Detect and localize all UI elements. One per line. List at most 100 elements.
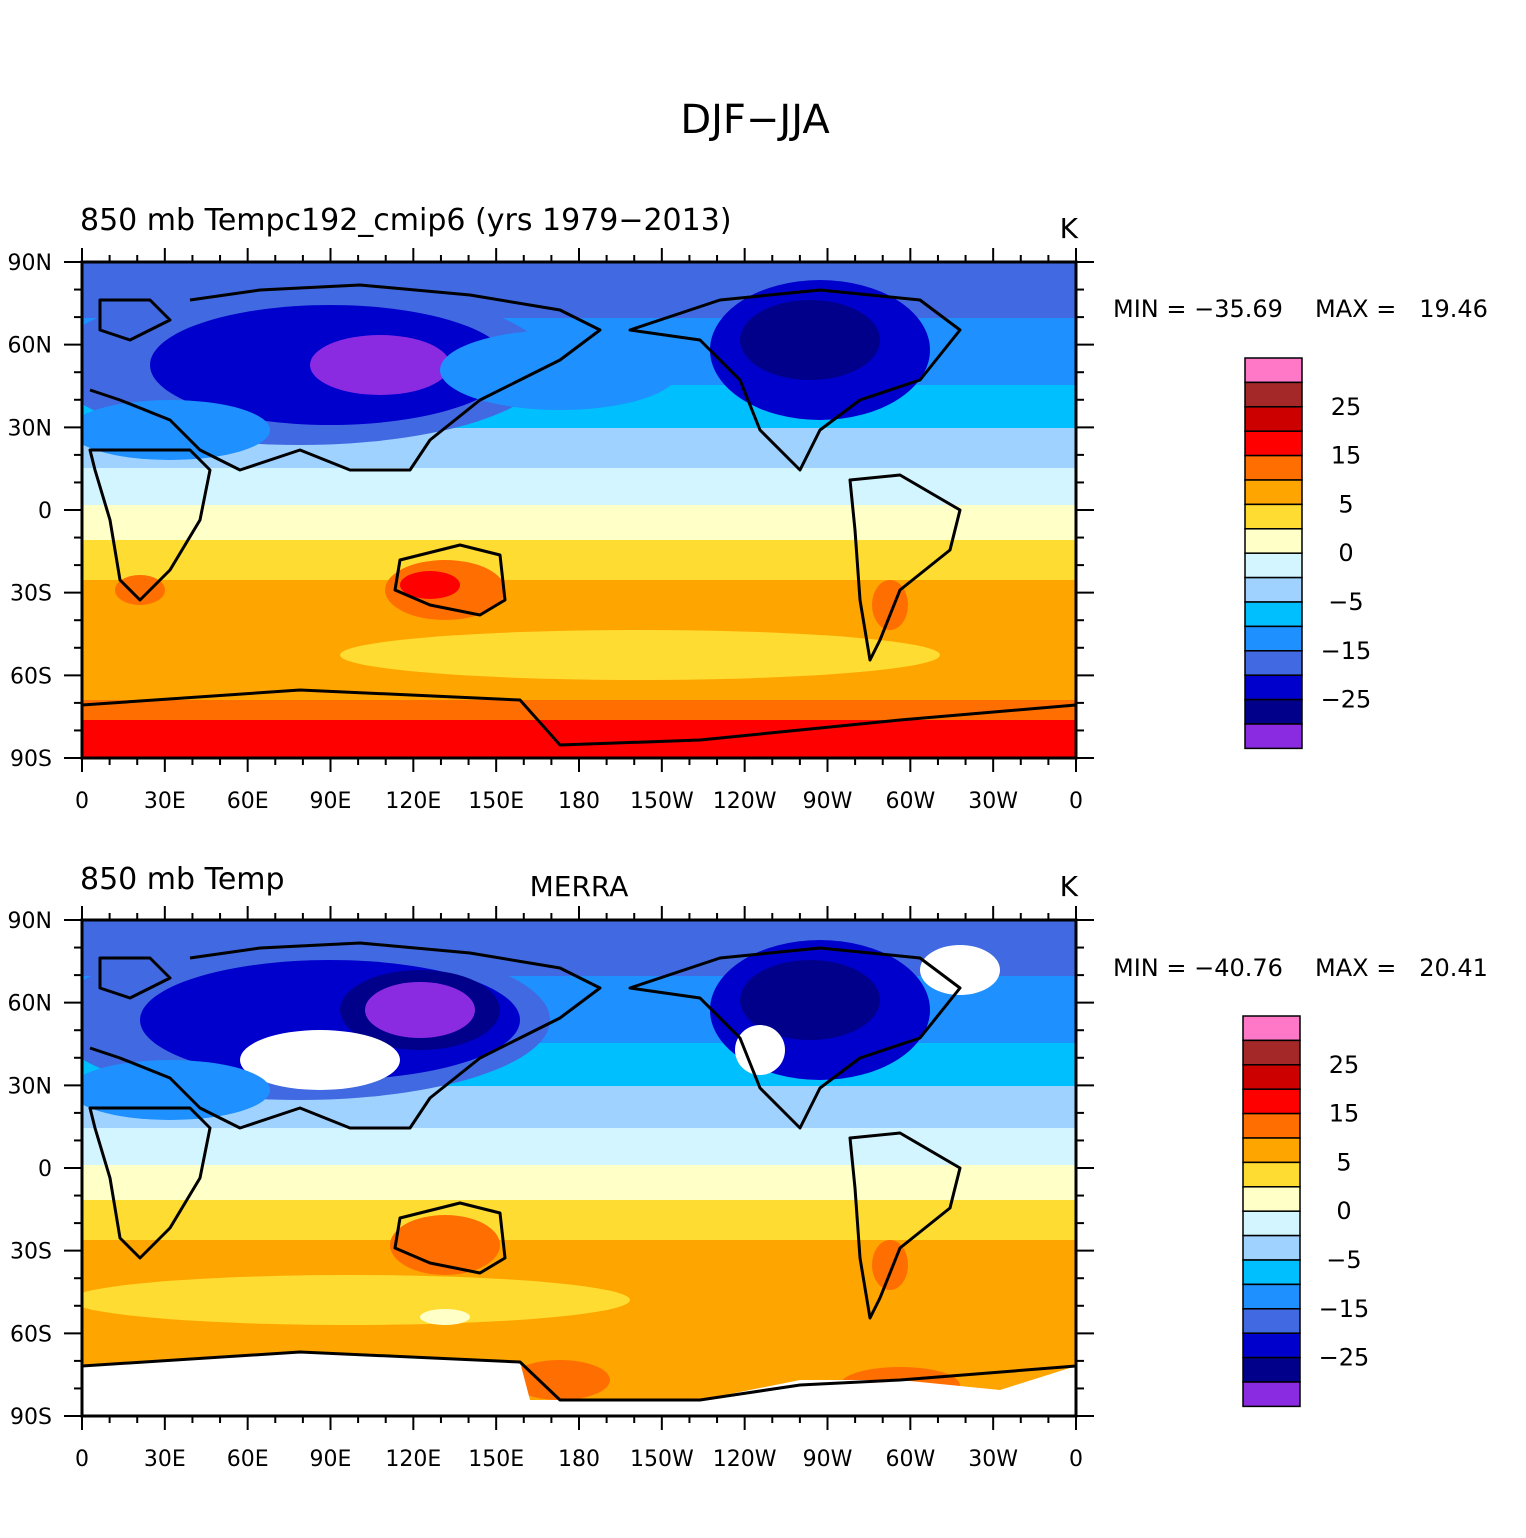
colorbar-box <box>1242 1112 1301 1139</box>
colorbar-box <box>1242 1381 1301 1408</box>
panel-merra-units: K <box>1060 870 1079 903</box>
y-tick-label: 60S <box>10 1322 52 1347</box>
antarctic-warmer <box>82 720 1076 758</box>
antarctica-missing <box>82 1352 1076 1416</box>
colorbar-box <box>1242 1283 1301 1310</box>
x-tick-label: 30W <box>968 789 1018 814</box>
y-tick-label: 30S <box>10 582 52 607</box>
band-eq <box>82 1128 1076 1166</box>
panel-model-units: K <box>1060 212 1079 245</box>
y-tick-label: 30N <box>8 416 52 441</box>
colorbar-label: −25 <box>1321 686 1372 714</box>
y-tick-label: 0 <box>38 499 52 524</box>
panel-model-title: 850 mb Tempc192_cmip6 (yrs 1979−2013) <box>80 203 732 238</box>
panel-merra-axes: 0 30E 60E 90E 120E 150E 180 150W 120W 90W 60W 30W 09… <box>8 906 1094 1472</box>
panel-merra-title: 850 mb Temp <box>80 862 285 897</box>
colorbar-box <box>1242 1186 1301 1212</box>
y-tick-label: 90S <box>10 1405 52 1430</box>
colorbar-box <box>1244 503 1303 530</box>
panel-merra: 850 mb Temp MERRA K MIN = −40.76 MAX = 2… <box>8 862 1488 1472</box>
x-tick-label: 120E <box>385 789 441 814</box>
x-tick-label: 90W <box>803 789 853 814</box>
panel-model-min: MIN = −35.69 <box>1113 295 1283 323</box>
colorbar-box <box>1242 1015 1301 1042</box>
colorbar-box <box>1244 528 1303 554</box>
y-tick-label: 30N <box>8 1074 52 1099</box>
x-tick-label: 0 <box>1069 1447 1083 1472</box>
y-tick-label: 60N <box>8 334 52 359</box>
coastlines <box>82 283 1076 747</box>
y-tick-label: 60S <box>10 664 52 689</box>
band-s-trop <box>82 1165 1076 1205</box>
colorbar-box <box>1244 479 1303 506</box>
colorbar-label: 5 <box>1338 490 1353 518</box>
band-eq <box>82 468 1076 506</box>
y-tick-label: 90N <box>8 251 52 276</box>
x-tick-label: 60W <box>885 789 935 814</box>
x-tick-label: 180 <box>558 1447 600 1472</box>
colorbar-label: 5 <box>1336 1148 1351 1176</box>
sahara <box>82 400 270 460</box>
s-ocean-band <box>82 1275 630 1325</box>
africa-warm <box>115 575 165 605</box>
sahara <box>82 1060 270 1120</box>
x-tick-label: 60W <box>885 1447 935 1472</box>
colorbar-label: 0 <box>1336 1197 1351 1225</box>
panel-merra-colorbar: 25 15 5 0 −5 −15 −25 <box>1242 1015 1369 1408</box>
colorbar-box <box>1244 406 1303 432</box>
x-tick-label: 120W <box>713 1447 777 1472</box>
coastlines <box>82 941 1076 1402</box>
x-tick-label: 120W <box>713 789 777 814</box>
colorbar-box <box>1244 430 1303 457</box>
x-tick-label: 60E <box>227 789 269 814</box>
x-tick-label: 30E <box>144 789 186 814</box>
greenland-missing <box>920 945 1000 995</box>
colorbar-box <box>1242 1137 1301 1164</box>
s-ocean-light <box>420 1309 470 1325</box>
panel-merra-map <box>82 920 1076 1416</box>
panel-merra-subtitle: MERRA <box>530 870 629 903</box>
band-s-sub <box>82 540 1076 580</box>
s-ocean-band <box>340 630 940 680</box>
colorbar-box <box>1242 1161 1301 1188</box>
x-tick-label: 0 <box>75 1447 89 1472</box>
x-tick-label: 150W <box>630 789 694 814</box>
colorbar-box <box>1242 1356 1301 1383</box>
band-s-sub <box>82 1200 1076 1240</box>
colorbar-box <box>1242 1088 1301 1115</box>
x-tick-label: 60E <box>227 1447 269 1472</box>
colorbar-box <box>1242 1210 1301 1237</box>
x-tick-label: 90E <box>310 1447 352 1472</box>
colorbar-box <box>1242 1039 1301 1066</box>
x-tick-label: 150E <box>468 789 524 814</box>
colorbar-box <box>1244 357 1303 384</box>
siberia-coldest <box>365 982 475 1038</box>
colorbar-box <box>1244 552 1303 579</box>
x-tick-label: 0 <box>1069 789 1083 814</box>
y-tick-label: 0 <box>38 1157 52 1182</box>
siberia-coldest <box>310 335 450 395</box>
panel-model: 850 mb Tempc192_cmip6 (yrs 1979−2013) K … <box>8 203 1488 814</box>
y-tick-label: 90S <box>10 747 52 772</box>
x-tick-label: 30W <box>968 1447 1018 1472</box>
x-tick-label: 120E <box>385 1447 441 1472</box>
colorbar-box <box>1244 576 1303 603</box>
colorbar-box <box>1242 1064 1301 1090</box>
colorbar-label: 15 <box>1331 442 1362 470</box>
antarctic-warm <box>82 700 1076 720</box>
x-tick-label: 90E <box>310 789 352 814</box>
canada-colder <box>740 300 880 380</box>
colorbar-label: 0 <box>1338 539 1353 567</box>
rockies-missing <box>735 1025 785 1075</box>
australia-warm <box>390 1215 500 1275</box>
colorbar-label: 25 <box>1331 393 1362 421</box>
colorbar-box <box>1244 674 1303 701</box>
figure-title: DJF−JJA <box>680 97 830 143</box>
panel-model-map <box>82 262 1076 758</box>
colorbar-label: −5 <box>1328 588 1363 616</box>
x-tick-label: 150W <box>630 1447 694 1472</box>
panel-model-max: MAX = 19.46 <box>1315 295 1488 323</box>
australia-hot <box>400 571 460 599</box>
y-tick-label: 30S <box>10 1240 52 1265</box>
